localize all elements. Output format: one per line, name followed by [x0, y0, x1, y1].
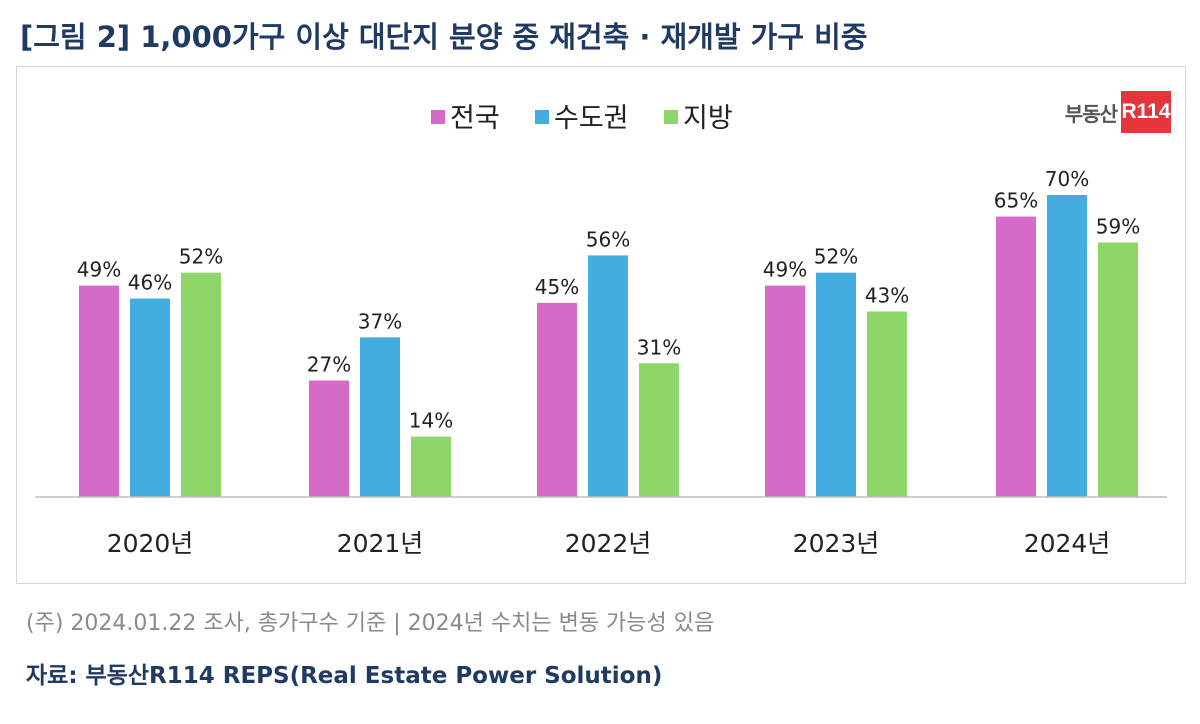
value-label-1-4: 49%: [763, 258, 807, 282]
value-label-3-3: 31%: [637, 335, 681, 359]
value-labels-group: 49% 46% 52% 27% 37% 14% 45% 56% 31% 49% 52% 43% 65% 7…: [77, 167, 1140, 433]
category-label-4: 2023년: [793, 529, 880, 558]
bar-2-5: [1047, 195, 1087, 497]
category-labels-group: 2020년 2021년 2022년 2023년 2024년: [107, 529, 1111, 558]
logo-word: 부동산: [1064, 101, 1118, 126]
bar-3-5: [1098, 242, 1138, 497]
chart-area: 전국 수도권 지방 49% 46% 52% 27% 37% 14% 45% 56% 31% 49% 52…: [16, 66, 1186, 584]
value-label-1-1: 49%: [77, 258, 121, 282]
bar-3-2: [411, 436, 451, 497]
legend-swatch-1: [431, 110, 445, 124]
category-label-1: 2020년: [107, 529, 194, 558]
bar-2-4: [816, 272, 856, 497]
bars-group: [79, 195, 1138, 498]
legend-swatch-3: [664, 110, 678, 124]
value-label-2-5: 70%: [1045, 167, 1089, 191]
value-label-3-2: 14%: [409, 409, 453, 433]
bar-1-4: [765, 285, 805, 497]
value-label-3-1: 52%: [179, 245, 223, 269]
legend-label-2: 수도권: [554, 103, 629, 134]
legend: 전국 수도권 지방: [431, 103, 733, 134]
logo-box: R114: [1121, 91, 1171, 133]
legend-swatch-2: [535, 110, 549, 124]
legend-label-3: 지방: [683, 103, 733, 134]
legend-label-1: 전국: [450, 103, 500, 134]
value-label-3-4: 43%: [865, 283, 909, 307]
bar-1-5: [996, 216, 1036, 498]
bar-2-1: [130, 298, 170, 497]
value-label-2-1: 46%: [128, 271, 172, 295]
bar-1-3: [537, 302, 577, 497]
bar-2-2: [360, 337, 400, 497]
bar-2-3: [588, 255, 628, 497]
chart-title: [그림 2] 1,000가구 이상 대단지 분양 중 재건축 · 재개발 가구 …: [20, 20, 868, 54]
bar-3-1: [181, 272, 221, 497]
bar-1-2: [309, 380, 349, 497]
bar-1-1: [79, 285, 119, 497]
r114-logo: 부동산 R114: [1065, 91, 1171, 133]
value-label-1-5: 65%: [994, 189, 1038, 213]
bar-3-3: [639, 363, 679, 497]
bar-chart: 전국 수도권 지방 49% 46% 52% 27% 37% 14% 45% 56% 31% 49% 52…: [35, 103, 1167, 558]
value-label-3-5: 59%: [1096, 214, 1140, 238]
category-label-3: 2022년: [565, 529, 652, 558]
value-label-2-2: 37%: [358, 309, 402, 333]
source-line: 자료: 부동산R114 REPS(Real Estate Power Solut…: [26, 663, 663, 689]
value-label-1-3: 45%: [535, 275, 579, 299]
value-label-2-4: 52%: [814, 245, 858, 269]
footnote: (주) 2024.01.22 조사, 총가구수 기준 | 2024년 수치는 변…: [26, 611, 715, 636]
category-label-5: 2024년: [1024, 529, 1111, 558]
value-label-1-2: 27%: [307, 353, 351, 377]
bar-3-4: [867, 311, 907, 497]
category-label-2: 2021년: [337, 529, 424, 558]
value-label-2-3: 56%: [586, 227, 630, 251]
